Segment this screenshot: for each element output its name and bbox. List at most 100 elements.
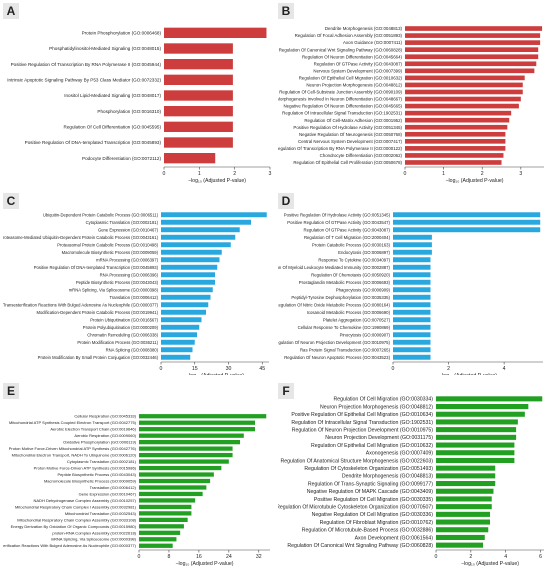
category-label: Podocyte Differentiation (GO:0072112): [82, 156, 161, 161]
category-label: Regulation Of Canonical Wnt Signaling Pa…: [279, 47, 403, 52]
bar: [436, 411, 525, 417]
bar: [393, 309, 431, 315]
panel-c-letter: C: [3, 193, 19, 209]
panel-b-chart: Dendrite Morphogenesis (GO:0048813) Regul…: [256, 26, 544, 184]
category-label: Neuron Projection Morphogenesis (GO:0048…: [306, 83, 402, 88]
x-tick-label: 16: [196, 554, 202, 560]
bar: [393, 227, 541, 233]
category-label: Regulation Of Epithelial Cell Proliferat…: [293, 160, 402, 165]
category-label: Dendrite Morphogenesis (GO:0048813): [325, 26, 403, 31]
bar: [436, 450, 515, 456]
category-label: Mitochondrial Respiratory Chain Complex …: [15, 504, 137, 509]
bar: [139, 498, 196, 503]
category-label: Negative Regulation Of Cell Migration (G…: [312, 512, 434, 518]
category-label: Positive Regulation Of GTPase Activity (…: [287, 220, 390, 225]
bar: [139, 485, 207, 490]
bar: [393, 242, 432, 248]
category-label: Modification-Dependent Protein Catabolic…: [36, 310, 158, 315]
bar: [164, 59, 233, 70]
category-label: Regulation Of Trans-Synaptic Signaling (…: [308, 481, 433, 487]
category-label: RNA Splicing (GO:0008380): [106, 347, 159, 352]
bar: [436, 496, 492, 502]
bar: [436, 511, 490, 517]
category-label: Aerobic Electron Transport Chain (GO:001…: [50, 427, 136, 432]
category-label: Oxidative Phosphorylation (GO:0006119): [63, 440, 137, 445]
category-label: NADH Dehydrogenase Complex Assembly (GO:…: [34, 498, 137, 503]
bar: [164, 43, 233, 54]
category-label: Negative Regulation Of Transcription By …: [278, 146, 403, 151]
bar: [139, 472, 214, 477]
x-axis-label: −log₁₀ (Adjusted P-value): [176, 561, 234, 567]
bar: [164, 137, 233, 148]
category-label: Regulation Of Fibroblast Migration (GO:0…: [320, 520, 434, 526]
category-label: Positive Regulation Of DNA-templated Tra…: [34, 265, 159, 270]
category-label: Axon Development (GO:0061564): [355, 535, 434, 541]
category-label: Axonogenesis (GO:0007409): [366, 451, 433, 457]
category-label: Regulation Of Microtubule-Based Process …: [302, 528, 433, 534]
x-tick-label: 3: [269, 171, 272, 177]
category-label: Endocytosis (GO:0006897): [338, 250, 390, 255]
x-tick-label: 0: [160, 366, 163, 372]
category-label: Cellular Respiration (GO:0045333): [74, 414, 136, 419]
panel-b-letter: B: [278, 3, 294, 19]
category-label: Positive Regulation Of Hydrolase Activit…: [284, 212, 391, 217]
bar: [393, 339, 431, 345]
bar: [161, 219, 251, 225]
x-tick-label: 45: [259, 366, 265, 372]
panel-b: B Dendrite Morphogenesis (GO:0048813) Reg…: [256, 3, 548, 185]
category-label: Peptide Biosynthetic Process (GO:0043043…: [58, 472, 137, 477]
x-tick-label: 0: [163, 171, 166, 177]
bar: [161, 257, 220, 263]
bar: [436, 457, 515, 463]
bar: [393, 347, 431, 353]
x-tick-label: 30: [226, 366, 232, 372]
bar: [164, 106, 233, 117]
bar: [161, 347, 193, 353]
category-label: Gene Expression (GO:0010467): [98, 227, 159, 232]
bar: [405, 131, 506, 137]
category-label: Proteasome-Mediated Ubiquitin-Dependent …: [3, 235, 159, 240]
category-label: Cytoplasmic Translation (GO:0002181): [67, 459, 137, 464]
category-label: Regulation Of T Cell Migration (GO:20004…: [304, 235, 391, 240]
category-label: Ras Protein Signal Transduction (GO:0007…: [300, 347, 391, 352]
category-label: Axon Guidance (GO:0007411): [343, 40, 403, 45]
category-label: Positive Regulation Of Cell Migration (G…: [314, 497, 433, 503]
bar: [405, 61, 537, 67]
category-label: Regulation Of Anatomical Structure Morph…: [280, 458, 433, 464]
category-label: Chromatin Remodeling (GO:0006338): [87, 332, 158, 337]
bar: [405, 89, 523, 95]
panel-e: E Cellular Respiration (GO:0045333) Mitoc…: [0, 383, 273, 569]
category-label: Nervous System Development (GO:0007399): [313, 68, 402, 73]
bar: [436, 473, 496, 479]
bar: [405, 153, 504, 158]
bar: [161, 354, 191, 360]
category-label: Translation (GO:0006412): [90, 485, 137, 490]
panel-a-letter: A: [3, 3, 19, 19]
bar: [405, 110, 512, 116]
x-axis-label: −log₁₀ (Adjusted P-value): [461, 561, 519, 567]
bar: [405, 146, 506, 151]
bar: [436, 481, 496, 487]
category-label: Neuron Projection Morphogenesis (GO:0048…: [320, 404, 433, 410]
bar: [436, 527, 489, 533]
category-label: Regulation Of Cell Migration (GO:0030334…: [334, 397, 434, 403]
bar: [393, 279, 431, 285]
x-tick-label: 0: [392, 366, 395, 372]
panel-d-chart: Positive Regulation Of Hydrolase Activit…: [243, 212, 543, 379]
x-tick-label: 1: [442, 171, 445, 177]
bar: [139, 517, 188, 522]
category-label: Regulation Of Nitric Oxide Metabolic Pro…: [278, 302, 391, 307]
bar: [164, 121, 233, 132]
bar: [161, 279, 215, 285]
category-label: Mitochondrial ATP Synthesis Coupled Elec…: [9, 420, 137, 425]
bar: [405, 68, 535, 74]
bar: [436, 504, 492, 510]
category-label: RNA Splicing, Via Transesterification Re…: [3, 543, 137, 548]
category-label: Protein Modification Process (GO:0036211…: [77, 340, 158, 345]
x-tick-label: 2: [481, 171, 484, 177]
x-tick-label: 0: [435, 554, 438, 560]
category-label: Proteasomal Protein Catabolic Process (G…: [57, 242, 158, 247]
bar: [139, 530, 181, 535]
category-label: Protein Phosphorylation (GO:0006468): [82, 30, 162, 35]
bar: [161, 234, 236, 240]
